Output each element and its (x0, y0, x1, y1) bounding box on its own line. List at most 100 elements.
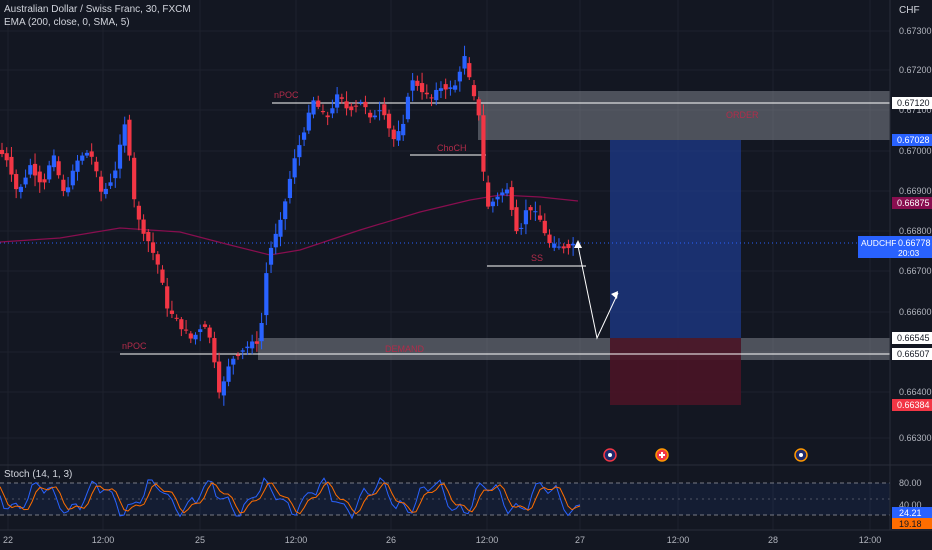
candle-body (297, 145, 302, 158)
candle-body (14, 174, 19, 190)
candle-body (424, 92, 429, 95)
demand-zone[interactable]: DEMAND (258, 338, 890, 360)
position-stop-zone[interactable] (610, 338, 741, 405)
current-symbol: AUDCHF (861, 238, 896, 248)
current-arrow (574, 240, 582, 248)
candle-body (301, 132, 307, 140)
candle-body (453, 85, 458, 90)
ema-legend[interactable]: EMA (200, close, 0, SMA, 5) (4, 17, 130, 28)
currency-label: CHF (899, 5, 920, 16)
time-label: 25 (195, 535, 205, 545)
candle-body (306, 112, 311, 131)
current-countdown: 20:03 (898, 248, 920, 258)
candle-body (32, 163, 38, 176)
time-label: 26 (386, 535, 396, 545)
price-tick: 0.67000 (899, 146, 932, 156)
time-axis[interactable]: 22 12:00 25 12:00 26 12:00 27 12:00 28 12:00 (3, 535, 881, 545)
price-tag: 0.67120 (897, 98, 930, 108)
candle-body (51, 155, 57, 168)
stoch-legend[interactable]: Stoch (14, 1, 3) (4, 469, 73, 480)
npoc-bottom-label: nPOC (122, 341, 147, 351)
stoch-k-line[interactable] (0, 477, 581, 520)
chart-grid (0, 0, 890, 530)
stoch-k-tag-bg (892, 507, 932, 518)
candle-body (523, 210, 529, 225)
candle-body (391, 129, 396, 140)
price-tag-bg (892, 134, 932, 146)
candle-body (514, 207, 519, 232)
price-tick: 0.66700 (899, 266, 932, 276)
candle-body (61, 179, 66, 192)
position-target-zone[interactable] (610, 140, 741, 338)
choch-label: ChoCH (437, 143, 467, 153)
candle-body (84, 152, 90, 156)
candle-body (368, 112, 373, 118)
candle-body (122, 124, 127, 146)
candle-body (320, 111, 326, 113)
price-tag-bg (892, 399, 932, 411)
candle-body (254, 341, 259, 344)
candle-body (325, 115, 330, 118)
candle-body (509, 187, 514, 210)
candle-body (353, 105, 359, 107)
current-price-tag[interactable]: AUDCHF 0.66778 20:03 (858, 236, 932, 258)
price-tag-bg (892, 197, 932, 209)
supply-zone[interactable]: ORDER (478, 91, 890, 140)
candle-body (250, 341, 255, 349)
candle-body (500, 192, 505, 196)
stoch-d-tag: 19.18 (899, 519, 922, 529)
candle-body (287, 178, 293, 199)
candle-body (0, 149, 5, 155)
candle-body (316, 100, 321, 107)
npoc-top-label: nPOC (274, 90, 299, 100)
candle-body (146, 231, 151, 242)
symbol-title[interactable]: Australian Dollar / Swiss Franc, 30, FXC… (4, 4, 191, 15)
event-flag-au-2[interactable] (794, 448, 808, 462)
candle-body (476, 99, 481, 116)
time-label: 12:00 (667, 535, 690, 545)
candle-body (349, 106, 354, 111)
candle-body (372, 115, 377, 118)
candle-body (405, 96, 411, 120)
stoch-d-tag-bg (892, 518, 932, 529)
candle-body (386, 113, 392, 129)
time-label: 12:00 (859, 535, 882, 545)
candle-body (193, 334, 198, 340)
candle-body (103, 188, 108, 195)
candle-body (212, 338, 217, 363)
candle-body (226, 366, 231, 382)
candle-body (160, 269, 165, 283)
projection-arrowhead (611, 291, 618, 299)
candle-body (519, 227, 524, 229)
candle-body (533, 211, 538, 213)
price-tick: 0.66600 (899, 307, 932, 317)
price-axis[interactable]: 0.67300 0.67200 0.67100 0.67000 0.66900 0.668… (899, 26, 932, 443)
stoch-d-line[interactable] (0, 481, 581, 515)
candle-body (438, 88, 444, 91)
candle-body (18, 186, 23, 193)
candle-body (183, 329, 189, 331)
price-tag: 0.66507 (897, 349, 930, 359)
event-flag-ch[interactable] (655, 448, 669, 462)
candle-body (231, 358, 236, 365)
candle-body (490, 201, 495, 207)
candle-body (117, 144, 123, 169)
candle-body (363, 101, 368, 108)
supply-zone-label: ORDER (726, 110, 759, 120)
candle-body (56, 161, 61, 176)
candle-body (37, 171, 42, 183)
candle-body (245, 346, 250, 349)
candlestick-series[interactable] (0, 45, 576, 406)
projection-path[interactable] (577, 245, 619, 340)
candle-body (165, 286, 170, 309)
candle-body (335, 94, 340, 108)
candle-body (94, 161, 99, 172)
ema-line[interactable] (0, 194, 579, 256)
candle-body (75, 160, 80, 172)
candle-body (23, 177, 28, 185)
event-flag-au[interactable] (603, 448, 617, 462)
candle-body (571, 243, 576, 246)
candle-body (504, 189, 510, 194)
candle-body (561, 246, 566, 249)
